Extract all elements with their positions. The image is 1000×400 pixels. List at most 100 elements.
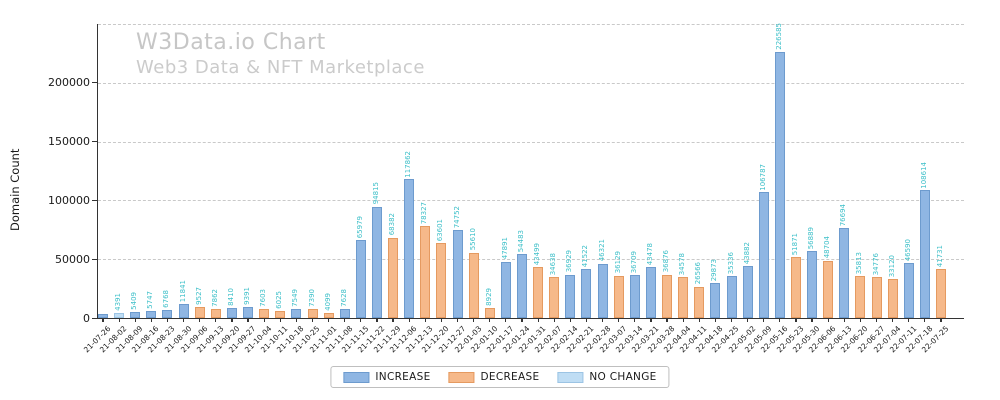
bar-value-label: 94815 xyxy=(371,182,380,205)
bar-value-label: 34638 xyxy=(549,253,558,276)
y-axis-label: Domain Count xyxy=(8,148,22,232)
legend-label-no_change: NO CHANGE xyxy=(589,371,657,383)
bar-value-label: 5747 xyxy=(146,291,155,310)
x-tick-mark xyxy=(134,318,136,322)
bar-value-label: 43882 xyxy=(742,242,751,265)
x-tick-mark xyxy=(344,318,346,322)
bar xyxy=(807,251,818,318)
gridline xyxy=(98,82,964,84)
x-tick-mark xyxy=(779,318,781,322)
bar xyxy=(259,309,270,318)
x-tick-mark xyxy=(489,318,491,322)
bar-value-label: 63601 xyxy=(436,218,445,242)
x-tick-mark xyxy=(408,318,410,322)
bar xyxy=(275,310,286,318)
bar-value-label: 35813 xyxy=(855,251,864,274)
bar xyxy=(291,309,302,318)
bar xyxy=(436,243,447,318)
bar xyxy=(726,276,737,318)
x-tick-mark xyxy=(102,318,104,322)
bar-value-label: 46321 xyxy=(597,239,606,262)
bar xyxy=(565,274,576,318)
bar-value-label: 117862 xyxy=(404,150,413,178)
chart-watermark-subtitle: Web3 Data & NFT Marketplace xyxy=(136,57,425,78)
bar-value-label: 34776 xyxy=(871,252,880,276)
bar-value-label: 29873 xyxy=(710,258,719,281)
x-tick-mark xyxy=(618,318,620,322)
x-tick-mark xyxy=(392,318,394,322)
bar-value-label: 74752 xyxy=(452,205,461,229)
x-tick-mark xyxy=(231,318,233,322)
x-tick-mark xyxy=(940,318,942,322)
bar-value-label: 78327 xyxy=(420,201,429,224)
x-tick-mark xyxy=(215,318,217,322)
bar-value-label: 33120 xyxy=(887,254,896,278)
x-tick-mark xyxy=(166,318,169,322)
x-tick-mark xyxy=(601,318,604,322)
bar-value-label: 4391 xyxy=(114,293,123,311)
y-tick-label: 150000 xyxy=(48,135,90,149)
bar-value-label: 43499 xyxy=(533,242,542,265)
bar xyxy=(404,179,415,318)
bar-value-label: 41731 xyxy=(936,244,944,267)
bar xyxy=(758,192,769,318)
bar xyxy=(742,266,753,318)
bar xyxy=(243,306,254,318)
bar xyxy=(533,266,544,318)
bar xyxy=(790,257,801,318)
bar xyxy=(452,230,463,318)
bar xyxy=(839,227,850,318)
bar xyxy=(629,274,640,318)
x-tick-mark xyxy=(585,318,588,322)
x-tick-mark xyxy=(634,318,636,322)
bar-value-label: 41522 xyxy=(581,244,590,268)
x-tick-mark xyxy=(360,318,362,322)
gridline xyxy=(98,24,964,25)
legend-item-increase: INCREASE xyxy=(343,371,430,383)
gridline xyxy=(98,200,964,202)
x-tick-mark xyxy=(892,318,894,322)
x-tick-mark xyxy=(763,318,765,322)
bar xyxy=(581,269,592,318)
bar xyxy=(903,263,914,318)
x-tick-mark xyxy=(311,318,314,322)
bar xyxy=(678,277,689,318)
gridline xyxy=(98,141,964,143)
bar-value-label: 106787 xyxy=(758,163,767,191)
bar xyxy=(114,312,125,318)
x-tick-mark xyxy=(843,318,845,322)
bar-value-label: 6768 xyxy=(162,290,171,309)
x-tick-mark xyxy=(295,318,297,322)
legend-label-increase: INCREASE xyxy=(375,371,431,383)
bar-value-label: 56889 xyxy=(807,226,816,250)
bar xyxy=(774,51,785,318)
bar xyxy=(645,266,656,318)
legend-swatch-increase xyxy=(343,371,370,383)
x-tick-mark xyxy=(714,318,716,322)
bar-value-label: 54483 xyxy=(517,229,525,252)
y-tick-label: 100000 xyxy=(48,193,90,207)
bar-value-label: 5409 xyxy=(130,291,139,310)
x-tick-mark xyxy=(440,318,442,322)
bar xyxy=(694,286,705,318)
bar xyxy=(823,260,834,318)
bar xyxy=(710,282,721,318)
bar xyxy=(178,304,189,318)
bar-value-label: 9391 xyxy=(243,287,252,305)
legend-item-no_change: NO CHANGE xyxy=(557,371,656,383)
bar-value-label: 7603 xyxy=(259,289,268,308)
bar xyxy=(355,240,366,318)
x-tick-mark xyxy=(730,318,733,322)
x-tick-mark xyxy=(875,318,878,322)
bar-value-label: 35336 xyxy=(726,252,735,275)
bar-value-label: 76694 xyxy=(839,203,848,226)
y-tick-label: 0 xyxy=(83,311,90,325)
y-tick-mark xyxy=(92,258,97,260)
bar xyxy=(500,261,511,318)
bar-value-label: 55610 xyxy=(468,228,477,251)
bar xyxy=(146,311,157,318)
x-tick-mark xyxy=(279,318,281,322)
bar-value-label: 68382 xyxy=(388,213,397,236)
bar-value-label: 9527 xyxy=(194,286,203,305)
bar-value-label: 46590 xyxy=(903,238,912,262)
